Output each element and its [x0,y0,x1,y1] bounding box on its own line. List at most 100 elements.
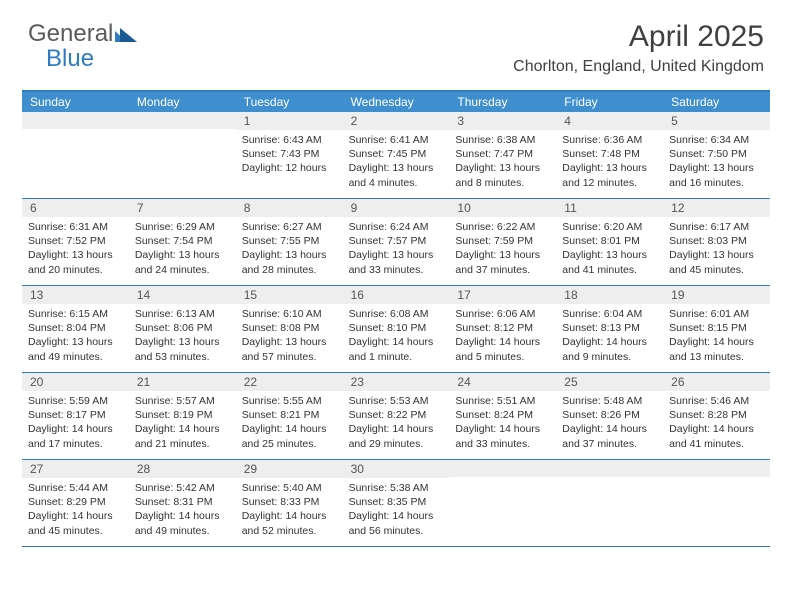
day-body: Sunrise: 6:13 AMSunset: 8:06 PMDaylight:… [129,304,236,368]
day-body: Sunrise: 6:38 AMSunset: 7:47 PMDaylight:… [449,130,556,194]
day-header-row: SundayMondayTuesdayWednesdayThursdayFrid… [22,92,770,112]
day-body: Sunrise: 6:20 AMSunset: 8:01 PMDaylight:… [556,217,663,281]
day-cell: 26Sunrise: 5:46 AMSunset: 8:28 PMDayligh… [663,373,770,459]
week-row: 6Sunrise: 6:31 AMSunset: 7:52 PMDaylight… [22,199,770,286]
day-cell: 22Sunrise: 5:55 AMSunset: 8:21 PMDayligh… [236,373,343,459]
day-cell: 19Sunrise: 6:01 AMSunset: 8:15 PMDayligh… [663,286,770,372]
day-body: Sunrise: 5:59 AMSunset: 8:17 PMDaylight:… [22,391,129,455]
logo: GeneralBlue [28,20,137,73]
day-number: 22 [236,373,343,391]
day-number: 9 [343,199,450,217]
day-number: 20 [22,373,129,391]
day-cell: 13Sunrise: 6:15 AMSunset: 8:04 PMDayligh… [22,286,129,372]
day-body: Sunrise: 6:17 AMSunset: 8:03 PMDaylight:… [663,217,770,281]
day-body: Sunrise: 6:34 AMSunset: 7:50 PMDaylight:… [663,130,770,194]
day-number: 2 [343,112,450,130]
day-number: 29 [236,460,343,478]
day-cell: 10Sunrise: 6:22 AMSunset: 7:59 PMDayligh… [449,199,556,285]
day-body: Sunrise: 6:36 AMSunset: 7:48 PMDaylight:… [556,130,663,194]
day-cell: 6Sunrise: 6:31 AMSunset: 7:52 PMDaylight… [22,199,129,285]
day-number: 5 [663,112,770,130]
day-number: 11 [556,199,663,217]
day-body: Sunrise: 5:55 AMSunset: 8:21 PMDaylight:… [236,391,343,455]
day-body: Sunrise: 5:57 AMSunset: 8:19 PMDaylight:… [129,391,236,455]
day-body: Sunrise: 6:29 AMSunset: 7:54 PMDaylight:… [129,217,236,281]
day-cell: 17Sunrise: 6:06 AMSunset: 8:12 PMDayligh… [449,286,556,372]
day-number: 16 [343,286,450,304]
day-cell: 20Sunrise: 5:59 AMSunset: 8:17 PMDayligh… [22,373,129,459]
day-number: 12 [663,199,770,217]
day-cell: 16Sunrise: 6:08 AMSunset: 8:10 PMDayligh… [343,286,450,372]
day-number: 24 [449,373,556,391]
week-row: 20Sunrise: 5:59 AMSunset: 8:17 PMDayligh… [22,373,770,460]
day-number: 28 [129,460,236,478]
day-body: Sunrise: 6:08 AMSunset: 8:10 PMDaylight:… [343,304,450,368]
day-number: 18 [556,286,663,304]
day-number: 4 [556,112,663,130]
day-cell: 15Sunrise: 6:10 AMSunset: 8:08 PMDayligh… [236,286,343,372]
day-number: 14 [129,286,236,304]
day-body: Sunrise: 6:41 AMSunset: 7:45 PMDaylight:… [343,130,450,194]
day-number: 25 [556,373,663,391]
day-cell: 1Sunrise: 6:43 AMSunset: 7:43 PMDaylight… [236,112,343,198]
week-row: 13Sunrise: 6:15 AMSunset: 8:04 PMDayligh… [22,286,770,373]
day-header: Sunday [22,92,129,112]
day-number: 3 [449,112,556,130]
day-number: 19 [663,286,770,304]
day-cell: 29Sunrise: 5:40 AMSunset: 8:33 PMDayligh… [236,460,343,546]
day-cell: 23Sunrise: 5:53 AMSunset: 8:22 PMDayligh… [343,373,450,459]
day-cell: 21Sunrise: 5:57 AMSunset: 8:19 PMDayligh… [129,373,236,459]
day-cell: 3Sunrise: 6:38 AMSunset: 7:47 PMDaylight… [449,112,556,198]
day-header: Tuesday [236,92,343,112]
day-number: 27 [22,460,129,478]
day-body: Sunrise: 5:42 AMSunset: 8:31 PMDaylight:… [129,478,236,542]
day-cell [449,460,556,546]
day-body: Sunrise: 6:31 AMSunset: 7:52 PMDaylight:… [22,217,129,281]
day-body: Sunrise: 6:10 AMSunset: 8:08 PMDaylight:… [236,304,343,368]
header: GeneralBlue April 2025 Chorlton, England… [0,0,792,84]
day-number: 10 [449,199,556,217]
logo-triangle-icon [115,21,137,49]
day-body: Sunrise: 6:24 AMSunset: 7:57 PMDaylight:… [343,217,450,281]
day-cell: 2Sunrise: 6:41 AMSunset: 7:45 PMDaylight… [343,112,450,198]
day-cell: 14Sunrise: 6:13 AMSunset: 8:06 PMDayligh… [129,286,236,372]
day-number: 6 [22,199,129,217]
day-number: 15 [236,286,343,304]
day-body: Sunrise: 6:01 AMSunset: 8:15 PMDaylight:… [663,304,770,368]
day-cell [22,112,129,198]
day-body: Sunrise: 6:04 AMSunset: 8:13 PMDaylight:… [556,304,663,368]
day-body: Sunrise: 5:51 AMSunset: 8:24 PMDaylight:… [449,391,556,455]
day-body: Sunrise: 6:27 AMSunset: 7:55 PMDaylight:… [236,217,343,281]
day-header: Friday [556,92,663,112]
day-header: Saturday [663,92,770,112]
day-number: 26 [663,373,770,391]
calendar: SundayMondayTuesdayWednesdayThursdayFrid… [22,90,770,547]
day-cell [556,460,663,546]
day-header: Thursday [449,92,556,112]
day-number: 7 [129,199,236,217]
title-block: April 2025 Chorlton, England, United Kin… [513,20,764,76]
day-cell [129,112,236,198]
day-cell: 30Sunrise: 5:38 AMSunset: 8:35 PMDayligh… [343,460,450,546]
location: Chorlton, England, United Kingdom [513,58,764,76]
day-cell: 28Sunrise: 5:42 AMSunset: 8:31 PMDayligh… [129,460,236,546]
day-cell: 9Sunrise: 6:24 AMSunset: 7:57 PMDaylight… [343,199,450,285]
day-cell: 25Sunrise: 5:48 AMSunset: 8:26 PMDayligh… [556,373,663,459]
day-body: Sunrise: 5:38 AMSunset: 8:35 PMDaylight:… [343,478,450,542]
day-number [663,460,770,477]
logo-text-general: General [28,20,113,47]
day-number: 13 [22,286,129,304]
day-body: Sunrise: 5:44 AMSunset: 8:29 PMDaylight:… [22,478,129,542]
day-cell: 11Sunrise: 6:20 AMSunset: 8:01 PMDayligh… [556,199,663,285]
day-body: Sunrise: 6:06 AMSunset: 8:12 PMDaylight:… [449,304,556,368]
day-cell: 8Sunrise: 6:27 AMSunset: 7:55 PMDaylight… [236,199,343,285]
day-cell: 4Sunrise: 6:36 AMSunset: 7:48 PMDaylight… [556,112,663,198]
day-body: Sunrise: 5:46 AMSunset: 8:28 PMDaylight:… [663,391,770,455]
day-cell: 7Sunrise: 6:29 AMSunset: 7:54 PMDaylight… [129,199,236,285]
day-cell: 5Sunrise: 6:34 AMSunset: 7:50 PMDaylight… [663,112,770,198]
day-body: Sunrise: 5:48 AMSunset: 8:26 PMDaylight:… [556,391,663,455]
day-number [22,112,129,129]
day-body: Sunrise: 6:22 AMSunset: 7:59 PMDaylight:… [449,217,556,281]
day-number: 23 [343,373,450,391]
day-number: 8 [236,199,343,217]
